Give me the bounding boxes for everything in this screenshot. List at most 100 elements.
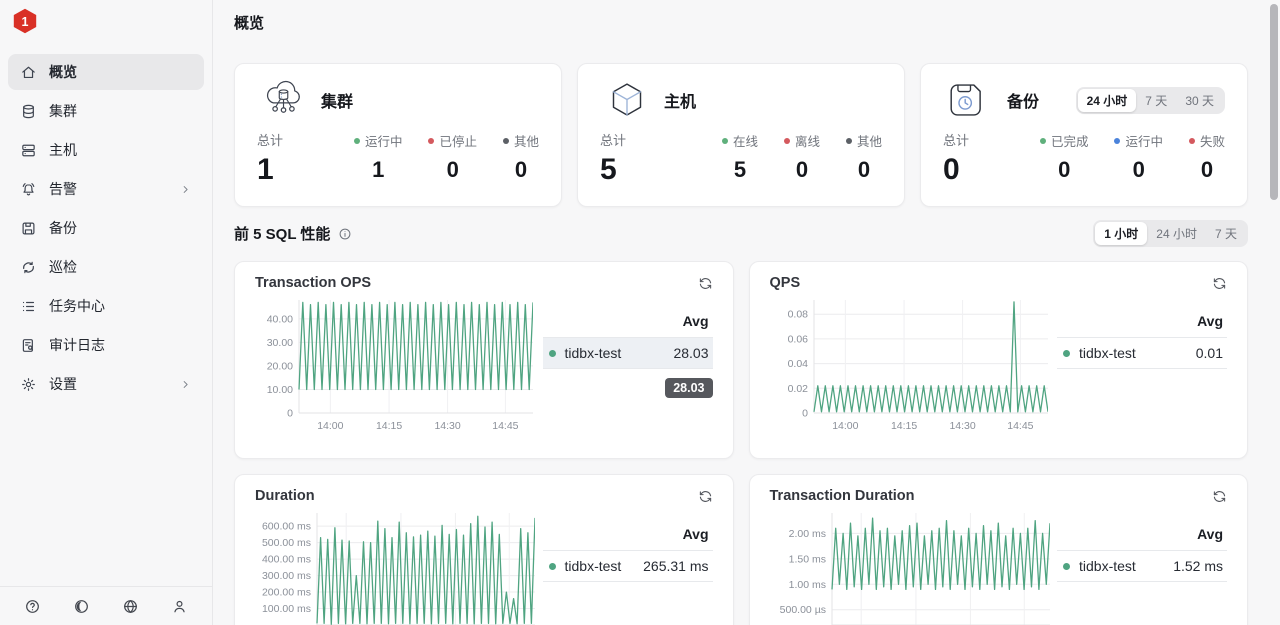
value-tooltip: 28.03 <box>665 378 713 398</box>
svg-text:14:15: 14:15 <box>376 420 402 432</box>
legend-row[interactable]: tidbx-test 265.31 ms <box>542 550 713 582</box>
sidebar-item-inspection[interactable]: 巡检 <box>8 249 204 285</box>
cluster-icon <box>257 77 311 123</box>
status-label: 运行中 <box>1125 135 1163 149</box>
total-value: 0 <box>943 153 960 186</box>
status-stat: 失败 0 <box>1188 131 1225 185</box>
sql-time-option[interactable]: 1 小时 <box>1095 222 1148 245</box>
sidebar-item-label: 主机 <box>49 142 77 158</box>
status-value: 1 <box>372 157 385 182</box>
sql-time-option[interactable]: 7 天 <box>1214 227 1237 241</box>
refresh-icon[interactable] <box>1212 276 1227 291</box>
sidebar-item-label: 巡检 <box>49 259 77 275</box>
sql-time-option[interactable]: 24 小时 <box>1156 227 1197 241</box>
sidebar-item-alerts[interactable]: 告警 <box>8 171 204 207</box>
user-icon[interactable] <box>171 598 188 615</box>
status-dot-icon <box>1114 137 1121 144</box>
inspect-icon <box>20 259 37 276</box>
database-icon <box>20 103 37 120</box>
sidebar-item-settings[interactable]: 设置 <box>8 366 204 402</box>
svg-text:1: 1 <box>22 15 29 29</box>
vertical-scrollbar-thumb[interactable] <box>1270 4 1278 200</box>
refresh-icon[interactable] <box>1212 489 1227 504</box>
refresh-icon[interactable] <box>698 489 713 504</box>
sidebar-item-audit-log[interactable]: 审计日志 <box>8 327 204 363</box>
page-title: 概览 <box>234 15 265 32</box>
sidebar-item-hosts[interactable]: 主机 <box>8 132 204 168</box>
series-avg-value: 0.01 <box>1195 345 1223 361</box>
chart-title: QPS <box>769 275 801 291</box>
line-chart: 100.00 ms 200.00 ms 300.00 ms 400.00 ms 500.… <box>262 513 535 625</box>
sidebar: 1 概览 集群主机告警 备份巡检任务中心 审计日志 设置 <box>0 0 213 625</box>
series-dot-icon <box>548 562 556 570</box>
chart-title: Transaction Duration <box>769 488 915 504</box>
sidebar-item-clusters[interactable]: 集群 <box>8 93 204 129</box>
backups-time-option[interactable]: 24 小时 <box>1077 88 1137 112</box>
status-dot-icon <box>502 137 509 144</box>
svg-text:100.00 ms: 100.00 ms <box>262 603 311 615</box>
line-chart: 0 0.02 0.04 0.06 0.08 14:00 14:15 14:30 14:45 <box>787 300 1048 432</box>
sql-time-selector: 1 小时 24 小时 7 天 <box>1093 220 1248 247</box>
status-stat: 运行中 1 <box>353 131 402 185</box>
sidebar-footer <box>0 586 212 625</box>
settings-icon <box>20 376 37 393</box>
legend-header: Avg <box>682 313 709 329</box>
legend-header: Avg <box>1197 313 1223 329</box>
backupdisk-icon <box>943 77 997 123</box>
status-value: 0 <box>857 157 871 182</box>
sidebar-item-backup[interactable]: 备份 <box>8 210 204 246</box>
total-label: 总计 <box>257 133 284 148</box>
chart-legend: Avg tidbx-test 28.03 28.03 <box>542 313 713 435</box>
legend-row[interactable]: tidbx-test 28.03 <box>542 337 713 369</box>
svg-text:0.02: 0.02 <box>787 383 808 395</box>
svg-text:14:00: 14:00 <box>317 420 343 432</box>
sidebar-item-task-center[interactable]: 任务中心 <box>8 288 204 324</box>
status-label: 离线 <box>794 135 820 149</box>
status-dot-icon <box>1039 137 1046 144</box>
status-stat: 在线 5 <box>721 131 758 185</box>
status-dot-icon <box>845 137 852 144</box>
series-name: tidbx-test <box>1079 558 1136 574</box>
svg-text:0.06: 0.06 <box>787 333 808 345</box>
legend-header: Avg <box>1197 526 1223 542</box>
help-icon[interactable] <box>24 598 41 615</box>
sidebar-item-overview[interactable]: 概览 <box>8 54 204 90</box>
series-name: tidbx-test <box>1079 345 1136 361</box>
chart-card-qps: QPS 0 0.02 0.04 0.06 0.08 14:00 14:15 14:30 14:45… <box>748 261 1248 459</box>
app-logo[interactable]: 1 <box>0 0 212 38</box>
status-label: 失败 <box>1199 135 1225 149</box>
svg-text:14:00: 14:00 <box>832 420 858 432</box>
audit-icon <box>20 337 37 354</box>
chevron-icon <box>179 183 192 196</box>
status-stat: 离线 0 <box>783 131 820 185</box>
svg-text:20.00: 20.00 <box>267 360 293 372</box>
svg-text:2.00 ms: 2.00 ms <box>788 528 825 540</box>
svg-text:0.08: 0.08 <box>787 309 808 321</box>
total-value: 5 <box>600 153 617 186</box>
theme-icon[interactable] <box>73 598 90 615</box>
legend-row[interactable]: tidbx-test 0.01 <box>1057 337 1227 369</box>
status-stat: 已停止 0 <box>428 131 477 185</box>
backups-time-option[interactable]: 7 天 <box>1145 93 1168 108</box>
series-avg-value: 28.03 <box>673 345 709 361</box>
tasks-icon <box>20 298 37 315</box>
info-icon[interactable] <box>338 227 352 241</box>
stat-card-title: 备份 <box>1007 94 1040 111</box>
chart-legend: Avg tidbx-test 265.31 ms <box>542 526 713 625</box>
stats-row: 集群 总计 1 运行中 1 已停止 0 其他 0 主机 总计 5 在线 5 离线 0 其他 0 备份 24 小时 7 天… <box>234 63 1248 207</box>
backups-time-option[interactable]: 30 天 <box>1185 93 1214 108</box>
globe-icon[interactable] <box>122 598 139 615</box>
status-dot-icon <box>783 137 790 144</box>
refresh-icon[interactable] <box>698 276 713 291</box>
svg-text:0: 0 <box>802 408 808 420</box>
legend-row[interactable]: tidbx-test 1.52 ms <box>1057 550 1227 582</box>
status-dot-icon <box>428 137 435 144</box>
status-value: 0 <box>795 157 809 182</box>
svg-text:14:30: 14:30 <box>434 420 460 432</box>
status-label: 已停止 <box>439 135 477 149</box>
stat-card-title: 主机 <box>664 94 697 111</box>
series-name: tidbx-test <box>564 558 622 574</box>
home-icon <box>20 64 37 81</box>
tidb-logo-icon: 1 <box>13 8 37 34</box>
status-label: 其他 <box>513 135 539 149</box>
